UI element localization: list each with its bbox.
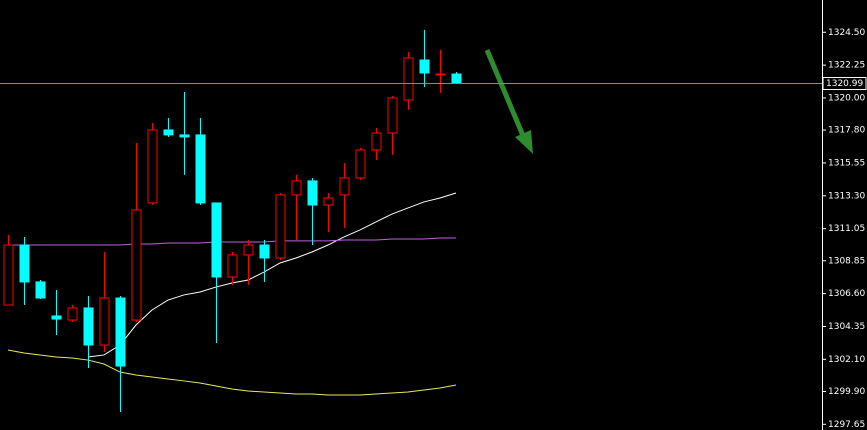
candle-body <box>83 307 94 346</box>
candle-body <box>19 244 30 283</box>
candle <box>451 71 462 84</box>
y-tick-label: 1320.00 <box>828 93 865 103</box>
candle-body <box>35 281 46 299</box>
moving-averages <box>7 192 457 396</box>
candle-body <box>67 307 78 321</box>
current-price-box <box>822 77 867 91</box>
candle <box>3 234 14 306</box>
candle-body <box>387 97 398 134</box>
current-price-label: 1320.99 <box>826 79 863 89</box>
candle-body <box>243 244 254 256</box>
candle <box>99 252 110 353</box>
candle-body <box>419 59 430 74</box>
candle <box>147 122 158 205</box>
candle <box>115 295 126 413</box>
y-tick-label: 1302.10 <box>828 355 865 365</box>
candle <box>355 147 366 181</box>
y-tick-label: 1322.25 <box>828 61 865 71</box>
candle-body <box>259 244 270 259</box>
moving-average-line <box>8 237 456 246</box>
candle <box>51 289 62 335</box>
candle-body <box>275 194 286 259</box>
candle-body <box>435 73 446 76</box>
y-tick-label: 1308.85 <box>828 256 865 266</box>
arrow-head <box>515 130 533 154</box>
candle-body <box>131 209 142 321</box>
candle-body <box>99 297 110 346</box>
y-tick-label: 1324.50 <box>828 28 865 38</box>
y-tick-label: 1299.90 <box>828 387 865 397</box>
candle <box>435 49 446 94</box>
candle-body <box>147 129 158 204</box>
y-tick-label: 1311.05 <box>828 224 865 234</box>
candle-body <box>291 180 302 196</box>
candle <box>35 280 46 300</box>
candle <box>275 193 286 261</box>
candle <box>419 29 430 88</box>
candle-body <box>371 132 382 151</box>
candle-body <box>339 177 350 196</box>
candle <box>19 236 30 306</box>
candle-body <box>403 57 414 101</box>
candle-body <box>179 134 190 138</box>
candle <box>323 193 334 233</box>
candle <box>259 240 270 282</box>
arrow-shaft <box>484 49 527 139</box>
y-tick-label: 1313.30 <box>828 191 865 201</box>
candle-body <box>451 73 462 84</box>
candle-body <box>211 202 222 278</box>
candle-body <box>195 134 206 204</box>
y-tick-label: 1304.35 <box>828 322 865 332</box>
candle <box>195 117 206 205</box>
candle-body <box>227 254 238 278</box>
candle <box>387 95 398 155</box>
moving-average-line <box>7 349 457 396</box>
candle <box>371 127 382 161</box>
candle <box>211 202 222 343</box>
candle <box>227 252 238 286</box>
y-tick-label: 1317.80 <box>828 126 865 136</box>
moving-average-line <box>87 192 457 358</box>
candle-body <box>323 197 334 206</box>
candle <box>403 51 414 110</box>
candle-body <box>307 180 318 206</box>
candle <box>67 305 78 322</box>
candle <box>131 142 142 322</box>
trend-arrow <box>484 49 533 154</box>
candle-body <box>51 315 62 320</box>
candle-body <box>355 149 366 179</box>
candle <box>163 117 174 137</box>
y-tick-label: 1297.65 <box>828 420 865 430</box>
candle <box>179 91 190 175</box>
y-tick-label: 1306.60 <box>828 289 865 299</box>
candle <box>339 162 350 228</box>
candle <box>291 174 302 241</box>
candle-body <box>3 244 14 306</box>
candle-body <box>163 129 174 136</box>
candle-body <box>115 297 126 367</box>
y-tick-label: 1315.55 <box>828 158 865 168</box>
candle <box>83 295 94 368</box>
candle <box>243 240 254 286</box>
candle <box>307 177 318 246</box>
